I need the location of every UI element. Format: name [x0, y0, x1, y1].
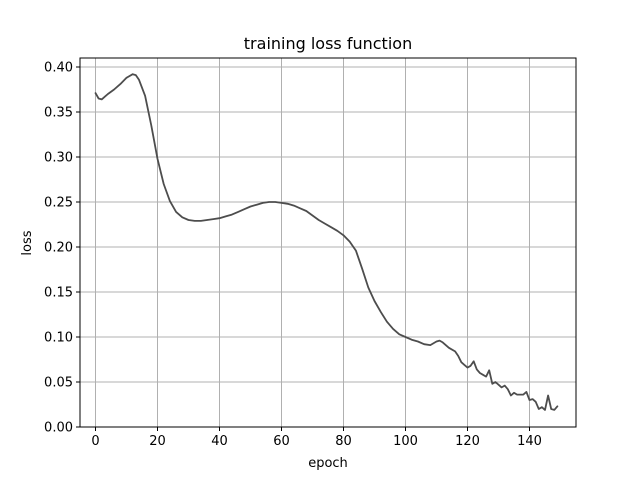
x-tick-label: 20	[149, 434, 166, 449]
x-tick-label: 120	[455, 434, 480, 449]
x-tick-label: 40	[211, 434, 228, 449]
ticks: 0 20 40 60 80 100 120 140 0.00 0.05 0.10 0.15 0.20 0.…	[44, 61, 542, 450]
y-tick-label: 0.30	[44, 151, 73, 166]
x-tick-label: 140	[517, 434, 542, 449]
plot-area	[94, 73, 559, 411]
y-tick-label: 0.00	[44, 421, 73, 436]
y-axis-label: loss	[20, 230, 35, 255]
x-tick-label: 80	[335, 434, 352, 449]
loss-line	[94, 73, 559, 411]
x-tick-label: 60	[273, 434, 290, 449]
y-tick-label: 0.05	[44, 376, 73, 391]
y-tick-label: 0.10	[44, 331, 73, 346]
x-tick-label: 0	[91, 434, 99, 449]
chart-title: training loss function	[244, 34, 412, 53]
y-tick-label: 0.40	[44, 61, 73, 76]
y-tick-label: 0.25	[44, 196, 73, 211]
x-axis-label: epoch	[308, 456, 348, 471]
x-tick-label: 100	[393, 434, 418, 449]
y-tick-label: 0.15	[44, 286, 73, 301]
y-tick-label: 0.35	[44, 106, 73, 121]
axes-frame	[79, 57, 577, 428]
y-tick-label: 0.20	[44, 241, 73, 256]
